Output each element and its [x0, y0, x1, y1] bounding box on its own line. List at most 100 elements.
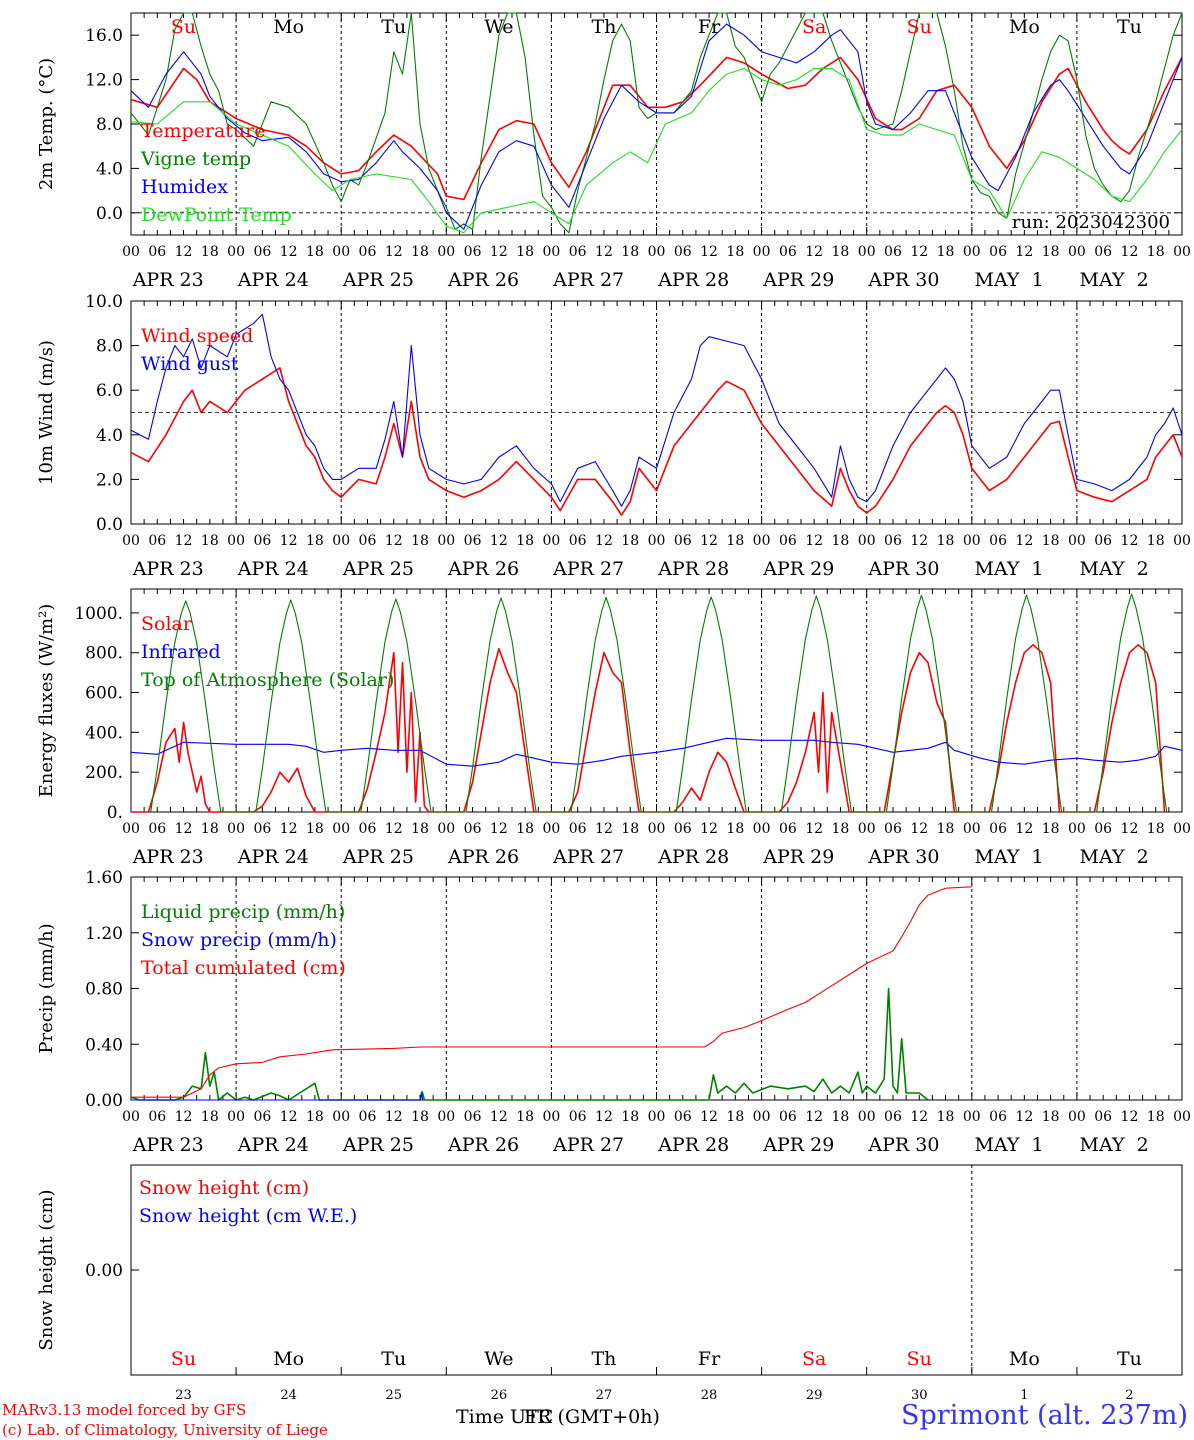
hour-tick-label: 00 [437, 1109, 455, 1125]
legend-entry: Snow precip (mm/h) [141, 929, 337, 951]
hour-tick-label: 06 [884, 821, 902, 837]
hour-tick-label: 12 [910, 533, 928, 549]
panel-4: 0.00 0.40 0.80 1.20 1.60 Precip (mm/h) Liquid … [36, 868, 1191, 1156]
series-line-wind-gust [130, 313, 1183, 507]
hour-tick-label: 00 [753, 821, 771, 837]
hour-tick-label: 18 [1042, 821, 1060, 837]
date-label: APR 23 [132, 269, 204, 291]
date-label: MAY 1 [974, 269, 1043, 291]
date-label: APR 29 [762, 269, 834, 291]
hour-tick-label: 12 [595, 244, 613, 260]
hour-tick-label: 06 [464, 533, 482, 549]
hour-tick-label: 12 [385, 821, 403, 837]
panel-3: 0. 200. 400. 600. 800. 1000. Energy fluxes (W/… [36, 588, 1191, 868]
legend-entry: Solar [141, 613, 193, 635]
y-tick-label: 2.0 [96, 470, 123, 490]
y-tick-label: 0.40 [85, 1035, 123, 1055]
hour-tick-label: 12 [490, 821, 508, 837]
hour-tick-label: 12 [805, 821, 823, 837]
hour-tick-label: 18 [1147, 533, 1165, 549]
day-number: 2 [1125, 1388, 1133, 1403]
date-label: MAY 2 [1080, 558, 1149, 580]
hour-tick-label: 12 [595, 533, 613, 549]
date-label: MAY 2 [1080, 269, 1149, 291]
legend-entry: Snow height (cm) [139, 1177, 309, 1199]
hour-tick-label: 06 [674, 821, 692, 837]
hour-tick-label: 12 [700, 533, 718, 549]
hour-tick-label: 18 [621, 533, 639, 549]
hour-tick-label: 00 [122, 821, 140, 837]
hour-tick-label: 18 [832, 533, 850, 549]
hour-tick-label: 18 [937, 244, 955, 260]
hour-tick-label: 00 [963, 821, 981, 837]
series-line-liquid-precip-mm-h- [130, 987, 929, 1101]
date-label: APR 29 [762, 558, 834, 580]
legend-entry: Snow height (cm W.E.) [139, 1205, 357, 1227]
day-name: Tu [381, 1348, 406, 1370]
hour-tick-label: 12 [490, 533, 508, 549]
hour-tick-label: 18 [516, 1109, 534, 1125]
y-tick-label: 1.60 [85, 868, 123, 888]
hour-tick-label: 06 [464, 821, 482, 837]
day-name: Th [591, 1348, 616, 1370]
hour-tick-label: 06 [1094, 533, 1112, 549]
hour-tick-label: 00 [542, 1109, 560, 1125]
hour-tick-label: 12 [1015, 533, 1033, 549]
series-line-dewpoint-temp [130, 67, 1183, 234]
day-number: 30 [911, 1388, 928, 1403]
date-label: APR 25 [342, 1134, 414, 1156]
hour-tick-label: 18 [1147, 1109, 1165, 1125]
date-label: APR 27 [552, 558, 624, 580]
hour-tick-label: 00 [858, 1109, 876, 1125]
day-name: Su [171, 1348, 196, 1370]
y-tick-label: 0.0 [96, 515, 123, 535]
hour-tick-label: 18 [306, 1109, 324, 1125]
hour-tick-label: 00 [437, 533, 455, 549]
hour-tick-label: 12 [910, 1109, 928, 1125]
date-label: APR 25 [342, 846, 414, 868]
date-label: APR 26 [447, 269, 519, 291]
date-label: MAY 2 [1080, 1134, 1149, 1156]
hour-tick-label: 18 [726, 1109, 744, 1125]
hour-tick-label: 06 [884, 244, 902, 260]
hour-tick-label: 06 [569, 821, 587, 837]
model-credit: MARv3.13 model forced by GFS [2, 1401, 247, 1419]
hour-tick-label: 06 [148, 821, 166, 837]
y-tick-label: 0.80 [85, 980, 123, 1000]
hour-tick-label: 06 [464, 244, 482, 260]
y-axis-label: Energy fluxes (W/m²) [36, 604, 57, 798]
day-name: Fr [698, 1348, 721, 1370]
hour-tick-label: 06 [148, 244, 166, 260]
date-label: APR 28 [657, 558, 729, 580]
hour-tick-label: 00 [1068, 1109, 1086, 1125]
hour-tick-label: 06 [779, 533, 797, 549]
hour-tick-label: 00 [332, 244, 350, 260]
hour-tick-label: 12 [385, 244, 403, 260]
y-tick-label: 1.20 [85, 924, 123, 944]
hour-tick-label: 06 [359, 821, 377, 837]
hour-tick-label: 06 [1094, 1109, 1112, 1125]
day-name: Su [907, 16, 932, 38]
time-utc-label: Time UTC [456, 1406, 554, 1428]
hour-tick-label: 06 [884, 533, 902, 549]
hour-tick-label: 06 [359, 244, 377, 260]
series-line-top-of-atmosphere-solar- [150, 593, 1168, 813]
hour-tick-label: 12 [1015, 821, 1033, 837]
hour-tick-label: 18 [201, 244, 219, 260]
legend-entry: Total cumulated (cm) [141, 957, 346, 979]
series-line-snow-precip-mm-h- [131, 1092, 424, 1101]
hour-tick-label: 00 [1173, 244, 1191, 260]
hour-tick-label: 00 [1173, 533, 1191, 549]
station-name: Sprimont (alt. 237m) [901, 1400, 1188, 1431]
hour-tick-label: 18 [937, 533, 955, 549]
hour-tick-label: 18 [201, 821, 219, 837]
date-label: APR 29 [762, 1134, 834, 1156]
hour-tick-label: 12 [1121, 821, 1139, 837]
hour-tick-label: 18 [516, 821, 534, 837]
hour-tick-label: 18 [516, 244, 534, 260]
day-number: 27 [596, 1388, 613, 1403]
legend-entry: Liquid precip (mm/h) [141, 901, 345, 923]
hour-tick-label: 06 [1094, 821, 1112, 837]
legend-entry: Humidex [141, 176, 228, 198]
hour-tick-label: 12 [700, 821, 718, 837]
